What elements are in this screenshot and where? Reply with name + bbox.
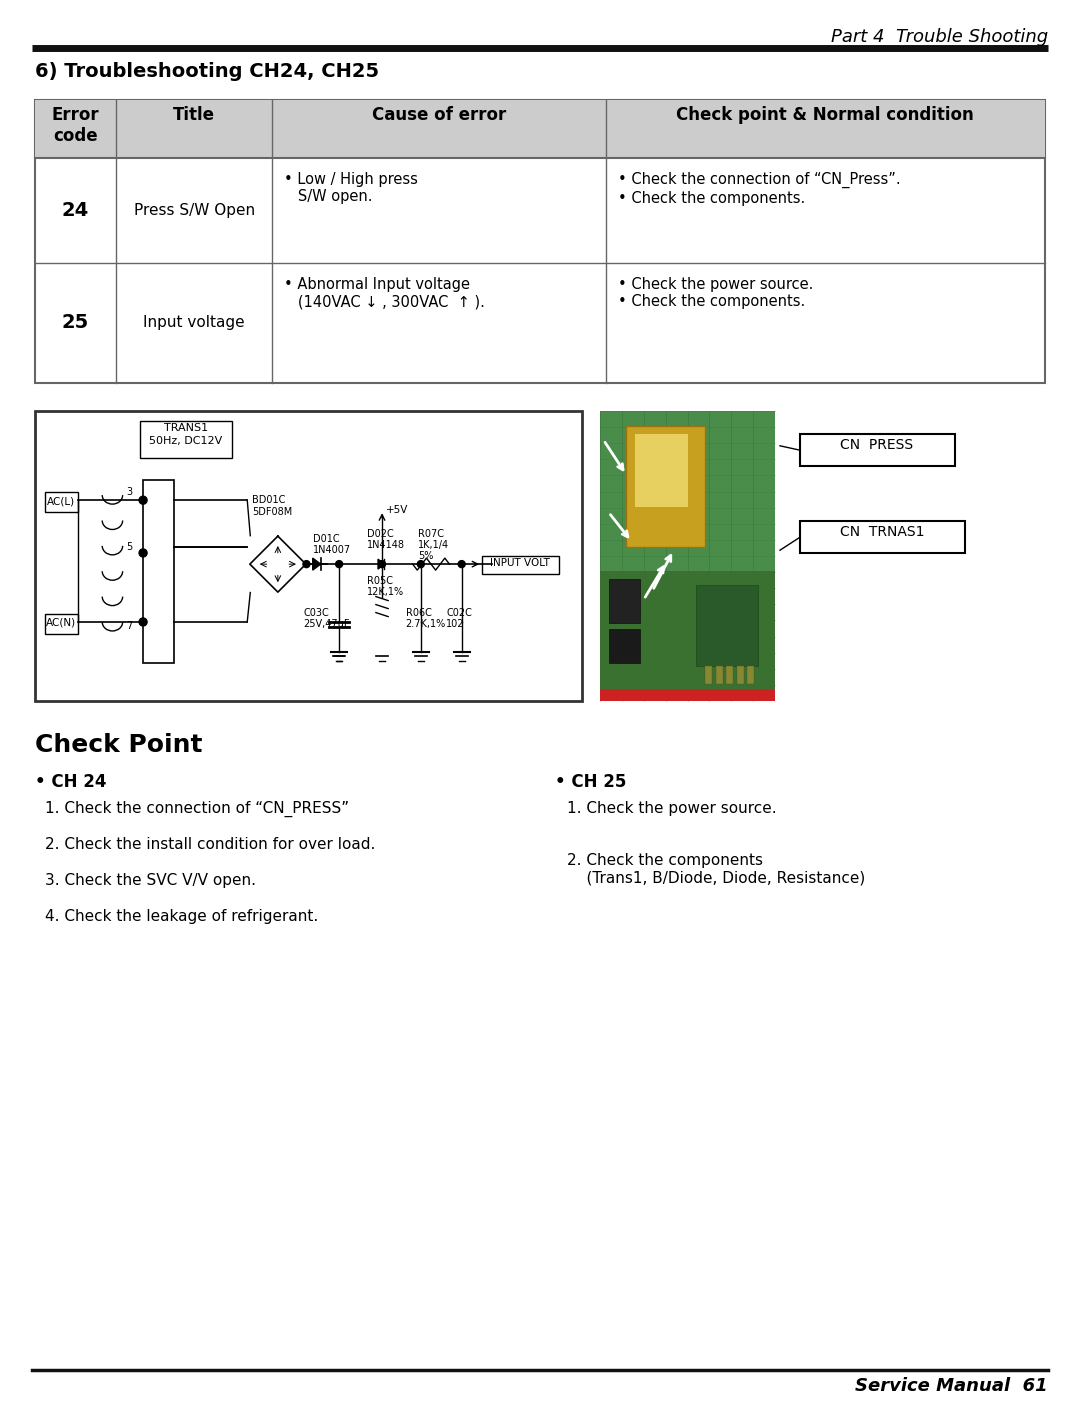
Text: • CH 25: • CH 25 (555, 773, 626, 791)
Circle shape (458, 561, 465, 568)
Text: 3: 3 (126, 488, 133, 497)
Bar (600, 570, 775, 701)
Bar (737, 666, 743, 684)
Text: • Abnormal Input voltage
   (140VAC ↓ , 300VAC  ↑ ).: • Abnormal Input voltage (140VAC ↓ , 300… (284, 277, 485, 309)
Text: 5DF08M: 5DF08M (253, 507, 293, 517)
Text: Check point & Normal condition: Check point & Normal condition (676, 105, 974, 124)
Text: 102: 102 (446, 620, 464, 629)
Text: Cause of error: Cause of error (372, 105, 507, 124)
Polygon shape (378, 559, 384, 569)
Text: AC(N): AC(N) (46, 618, 77, 628)
Text: Service Manual  61: Service Manual 61 (855, 1377, 1048, 1395)
Bar (800, 434, 955, 466)
Text: 50Hz, DC12V: 50Hz, DC12V (149, 436, 222, 447)
Text: +5V: +5V (387, 506, 408, 516)
Text: 2. Check the install condition for over load.: 2. Check the install condition for over … (45, 837, 376, 851)
Bar (609, 628, 640, 663)
Polygon shape (313, 558, 321, 570)
Text: 1K,1/4: 1K,1/4 (418, 540, 449, 549)
Text: R07C: R07C (418, 528, 444, 538)
Text: 4. Check the leakage of refrigerant.: 4. Check the leakage of refrigerant. (45, 909, 319, 924)
Bar (747, 666, 754, 684)
Text: 6) Troubleshooting CH24, CH25: 6) Troubleshooting CH24, CH25 (35, 62, 379, 81)
Text: 12K,1%: 12K,1% (367, 587, 404, 597)
Text: • Low / High press
   S/W open.: • Low / High press S/W open. (284, 171, 418, 204)
Bar (482, 556, 558, 575)
Bar (715, 666, 723, 684)
Text: 1N4007: 1N4007 (312, 545, 351, 555)
Text: D01C: D01C (312, 534, 339, 544)
Text: BD01C: BD01C (253, 495, 286, 506)
Text: 1. Check the connection of “CN_PRESS”: 1. Check the connection of “CN_PRESS” (45, 801, 349, 818)
Bar (726, 666, 733, 684)
Text: 1. Check the power source.: 1. Check the power source. (567, 801, 777, 816)
Bar (705, 666, 712, 684)
Text: D02C: D02C (367, 528, 393, 538)
Text: 5: 5 (126, 542, 133, 552)
Text: • Check the power source.
• Check the components.: • Check the power source. • Check the co… (618, 277, 813, 309)
Text: CN  PRESS: CN PRESS (840, 438, 914, 452)
Text: Press S/W Open: Press S/W Open (134, 202, 255, 218)
Bar (45, 614, 78, 634)
Text: C03C: C03C (303, 608, 329, 618)
Bar (600, 412, 775, 701)
Bar (35, 412, 582, 701)
Bar (35, 100, 1045, 157)
Text: • CH 24: • CH 24 (35, 773, 107, 791)
Bar (143, 481, 174, 663)
Text: CN  TRNAS1: CN TRNAS1 (840, 525, 924, 540)
Text: 25: 25 (62, 313, 89, 333)
Text: TRANS1: TRANS1 (164, 423, 208, 433)
Bar (800, 521, 966, 554)
Text: 25V,47uF: 25V,47uF (303, 620, 350, 629)
Circle shape (139, 496, 147, 504)
Circle shape (139, 618, 147, 627)
Circle shape (303, 561, 310, 568)
Bar (35, 100, 1045, 384)
Text: AC(L): AC(L) (48, 496, 76, 506)
Text: R06C: R06C (405, 608, 431, 618)
Text: 5%: 5% (418, 551, 433, 561)
Circle shape (336, 561, 342, 568)
Text: 2.7K,1%: 2.7K,1% (405, 620, 446, 629)
Text: Error
code: Error code (52, 105, 99, 145)
Text: 7: 7 (126, 621, 133, 631)
Text: R05C: R05C (367, 576, 393, 586)
Bar (626, 426, 705, 548)
Bar (600, 688, 775, 701)
Text: Title: Title (173, 105, 215, 124)
Bar (635, 434, 688, 507)
Bar (609, 579, 640, 622)
Bar (45, 492, 78, 513)
Text: 2. Check the components
    (Trans1, B/Diode, Diode, Resistance): 2. Check the components (Trans1, B/Diode… (567, 853, 865, 885)
Text: INPUT VOLT: INPUT VOLT (490, 558, 550, 568)
Text: Part 4  Trouble Shooting: Part 4 Trouble Shooting (831, 28, 1048, 46)
Text: • Check the connection of “CN_Press”.
• Check the components.: • Check the connection of “CN_Press”. • … (618, 171, 901, 205)
Bar (697, 584, 757, 666)
Circle shape (417, 561, 424, 568)
Text: Input voltage: Input voltage (144, 316, 245, 330)
Circle shape (139, 549, 147, 556)
Text: 3. Check the SVC V/V open.: 3. Check the SVC V/V open. (45, 873, 256, 888)
Text: 24: 24 (62, 201, 89, 221)
Text: C02C: C02C (446, 608, 472, 618)
Text: Check Point: Check Point (35, 733, 203, 757)
Text: 1N4148: 1N4148 (367, 540, 405, 549)
Bar (140, 422, 232, 458)
Circle shape (378, 561, 386, 568)
